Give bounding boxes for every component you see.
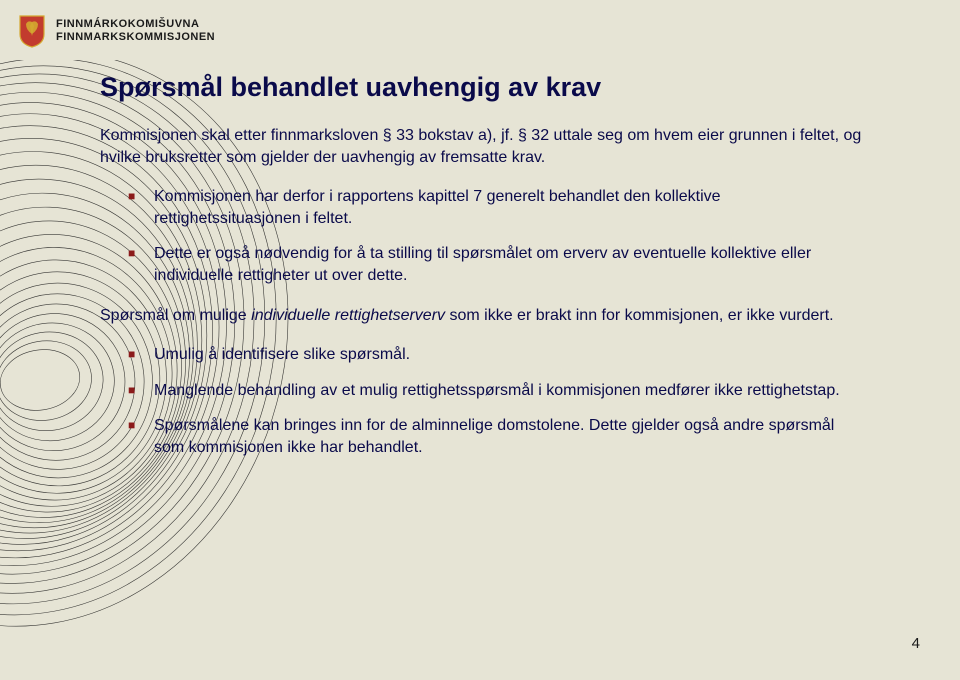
mid-italic: individuelle rettighetserverv xyxy=(251,307,445,324)
bullet-list-bottom: Umulig å identifisere slike spørsmål. Ma… xyxy=(128,344,900,458)
crest-icon xyxy=(18,14,46,48)
org-line-2: FINNMARKSKOMMISJONEN xyxy=(56,31,215,44)
list-item: Umulig å identifisere slike spørsmål. xyxy=(128,344,868,366)
mid-paragraph: Spørsmål om mulige individuelle rettighe… xyxy=(100,305,880,327)
list-item: Kommisjonen har derfor i rapportens kapi… xyxy=(128,186,868,229)
page-title: Spørsmål behandlet uavhengig av krav xyxy=(100,72,900,103)
mid-pre: Spørsmål om mulige xyxy=(100,307,251,324)
header: FINNMÁRKOKOMIŠUVNA FINNMARKSKOMMISJONEN xyxy=(18,14,215,48)
intro-paragraph: Kommisjonen skal etter finnmarksloven § … xyxy=(100,125,880,168)
bullet-list-top: Kommisjonen har derfor i rapportens kapi… xyxy=(128,186,900,286)
list-item: Dette er også nødvendig for å ta stillin… xyxy=(128,243,868,286)
mid-post: som ikke er brakt inn for kommisjonen, e… xyxy=(445,307,834,324)
list-item: Spørsmålene kan bringes inn for de almin… xyxy=(128,415,868,458)
org-names: FINNMÁRKOKOMIŠUVNA FINNMARKSKOMMISJONEN xyxy=(56,18,215,44)
slide-content: Spørsmål behandlet uavhengig av krav Kom… xyxy=(100,72,900,477)
list-item: Manglende behandling av et mulig rettigh… xyxy=(128,380,868,402)
org-line-1: FINNMÁRKOKOMIŠUVNA xyxy=(56,18,215,31)
page-number: 4 xyxy=(912,635,920,652)
